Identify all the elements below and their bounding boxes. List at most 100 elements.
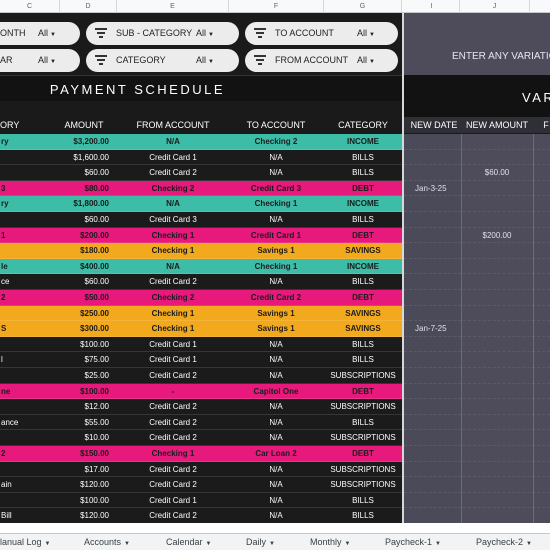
cell-to-account[interactable]: Checking 1 [254, 199, 298, 209]
variation-row[interactable] [404, 446, 550, 462]
filter-sub-category[interactable]: SUB - CATEGORY All ▼ [86, 22, 239, 45]
cell-new-date[interactable] [404, 399, 461, 414]
cell-amount[interactable]: $150.00 [80, 449, 109, 458]
cell-from-account[interactable]: Credit Card 2 [149, 277, 197, 287]
cell-from-account[interactable]: Credit Card 2 [149, 464, 197, 474]
cell-amount[interactable]: $100.00 [80, 495, 109, 505]
filter-category[interactable]: CATEGORY All ▼ [86, 49, 239, 72]
table-row[interactable]: $180.00 Checking 1 Savings 1 SAVINGS [0, 243, 402, 259]
cell-to-account[interactable]: Capitol One [253, 386, 299, 396]
filter-category-value[interactable]: All ▼ [196, 55, 214, 65]
variation-row[interactable] [404, 336, 550, 353]
cell-new-date[interactable] [404, 368, 461, 383]
cell-new-date[interactable] [404, 243, 461, 258]
cell-name[interactable] [0, 337, 56, 353]
cell-from-account[interactable]: Credit Card 1 [149, 339, 197, 349]
cell-name[interactable]: l [1, 355, 3, 365]
cell-new-amount[interactable] [461, 352, 533, 367]
table-row[interactable]: 2 $50.00 Checking 2 Credit Card 2 DEBT [0, 290, 402, 306]
variation-row[interactable] [404, 290, 550, 306]
cell-new-amount[interactable] [461, 134, 533, 149]
cell-category[interactable]: DEBT [352, 293, 374, 302]
cell-category[interactable]: BILLS [352, 215, 374, 224]
cell-name[interactable]: 3 [1, 183, 6, 193]
cell-to-account[interactable]: N/A [269, 417, 283, 427]
cell-amount[interactable]: $300.00 [80, 324, 109, 334]
cell-category[interactable]: DEBT [352, 230, 374, 240]
cell-to-account[interactable]: N/A [269, 355, 283, 365]
variation-row[interactable] [404, 383, 550, 400]
cell-new-amount[interactable] [461, 399, 533, 414]
cell-amount[interactable]: $180.00 [80, 246, 109, 256]
cell-name[interactable]: S [1, 324, 7, 334]
variation-row[interactable] [404, 352, 550, 368]
cell-from-account[interactable]: Credit Card 2 [149, 417, 197, 427]
table-row[interactable]: $17.00 Credit Card 2 N/A SUBSCRIPTIONS [0, 461, 402, 478]
cell-new-date[interactable] [404, 352, 461, 367]
cell-new-amount[interactable] [461, 462, 533, 477]
cell-from-account[interactable]: N/A [166, 199, 180, 209]
cell-from-account[interactable]: Credit Card 2 [149, 480, 197, 490]
header-to-account[interactable]: TO ACCOUNT [246, 120, 306, 130]
cell-category[interactable]: SUBSCRIPTIONS [330, 480, 396, 490]
cell-from-account[interactable]: Credit Card 1 [149, 355, 197, 365]
header-category-name[interactable]: ORY [0, 120, 20, 130]
cell-new-amount[interactable] [461, 274, 533, 289]
cell-new-date[interactable] [404, 149, 461, 165]
cell-amount[interactable]: $75.00 [84, 355, 109, 365]
table-row[interactable]: ance $55.00 Credit Card 2 N/A BILLS [0, 414, 402, 431]
cell-to-account[interactable]: N/A [269, 464, 283, 474]
cell-new-date[interactable] [404, 290, 461, 305]
tab-calendar[interactable]: Calendar ▼ [166, 537, 212, 547]
cell-category[interactable]: SUBSCRIPTIONS [330, 371, 396, 380]
cell-new-amount[interactable] [461, 430, 533, 445]
cell-to-account[interactable]: Checking 1 [254, 261, 298, 271]
cell-name[interactable] [0, 399, 56, 415]
variation-row[interactable] [404, 212, 550, 228]
cell-from-account[interactable]: Checking 1 [151, 324, 195, 334]
variation-row[interactable] [404, 477, 550, 493]
cell-amount[interactable]: $200.00 [80, 230, 109, 240]
cell-new-date[interactable] [404, 305, 461, 321]
cell-from-account[interactable]: - [171, 386, 175, 396]
header-new-date[interactable]: NEW DATE [410, 120, 458, 130]
tab-daily[interactable]: Daily ▼ [246, 537, 275, 547]
table-row[interactable]: ce $60.00 Credit Card 2 N/A BILLS [0, 274, 402, 290]
cell-category[interactable]: SAVINGS [345, 246, 381, 256]
table-row[interactable]: 1 $200.00 Checking 1 Credit Card 1 DEBT [0, 227, 402, 244]
filter-month[interactable]: ONTH All ▼ [0, 22, 80, 45]
cell-amount[interactable]: $60.00 [84, 215, 109, 224]
cell-name[interactable]: 2 [1, 449, 6, 458]
table-row[interactable]: $10.00 Credit Card 2 N/A SUBSCRIPTIONS [0, 430, 402, 446]
cell-name[interactable]: 2 [1, 293, 6, 302]
variation-row[interactable] [404, 461, 550, 478]
cell-from-account[interactable]: Credit Card 2 [149, 168, 197, 178]
cell-category[interactable]: BILLS [352, 339, 374, 349]
cell-amount[interactable]: $120.00 [80, 511, 109, 521]
table-row[interactable]: $60.00 Credit Card 2 N/A BILLS [0, 165, 402, 181]
table-row[interactable]: S $300.00 Checking 1 Savings 1 SAVINGS [0, 321, 402, 337]
cell-new-amount[interactable] [461, 181, 533, 196]
cell-new-date[interactable] [404, 430, 461, 445]
cell-name[interactable] [0, 150, 56, 166]
cell-amount[interactable]: $3,200.00 [73, 137, 109, 146]
cell-amount[interactable]: $80.00 [84, 183, 109, 193]
cell-to-account[interactable]: N/A [269, 339, 283, 349]
cell-new-amount[interactable] [461, 415, 533, 430]
table-row[interactable]: $250.00 Checking 1 Savings 1 SAVINGS [0, 305, 402, 322]
cell-new-date[interactable] [404, 212, 461, 227]
cell-amount[interactable]: $1,800.00 [73, 199, 109, 209]
filter-sub-category-value[interactable]: All ▼ [196, 28, 214, 38]
table-row[interactable]: ry $3,200.00 N/A Checking 2 INCOME [0, 134, 402, 150]
filter-from-account[interactable]: FROM ACCOUNT All ▼ [245, 49, 398, 72]
cell-from-account[interactable]: Checking 1 [151, 230, 195, 240]
variation-row[interactable]: Jan-7-25 [404, 321, 550, 337]
cell-new-date[interactable] [404, 274, 461, 289]
cell-new-date[interactable] [404, 414, 461, 430]
cell-amount[interactable]: $120.00 [80, 480, 109, 490]
variation-row[interactable] [404, 508, 550, 524]
variation-row[interactable] [404, 149, 550, 166]
cell-amount[interactable]: $250.00 [80, 308, 109, 318]
table-row[interactable]: 2 $150.00 Checking 1 Car Loan 2 DEBT [0, 446, 402, 462]
cell-category[interactable]: BILLS [352, 152, 374, 162]
